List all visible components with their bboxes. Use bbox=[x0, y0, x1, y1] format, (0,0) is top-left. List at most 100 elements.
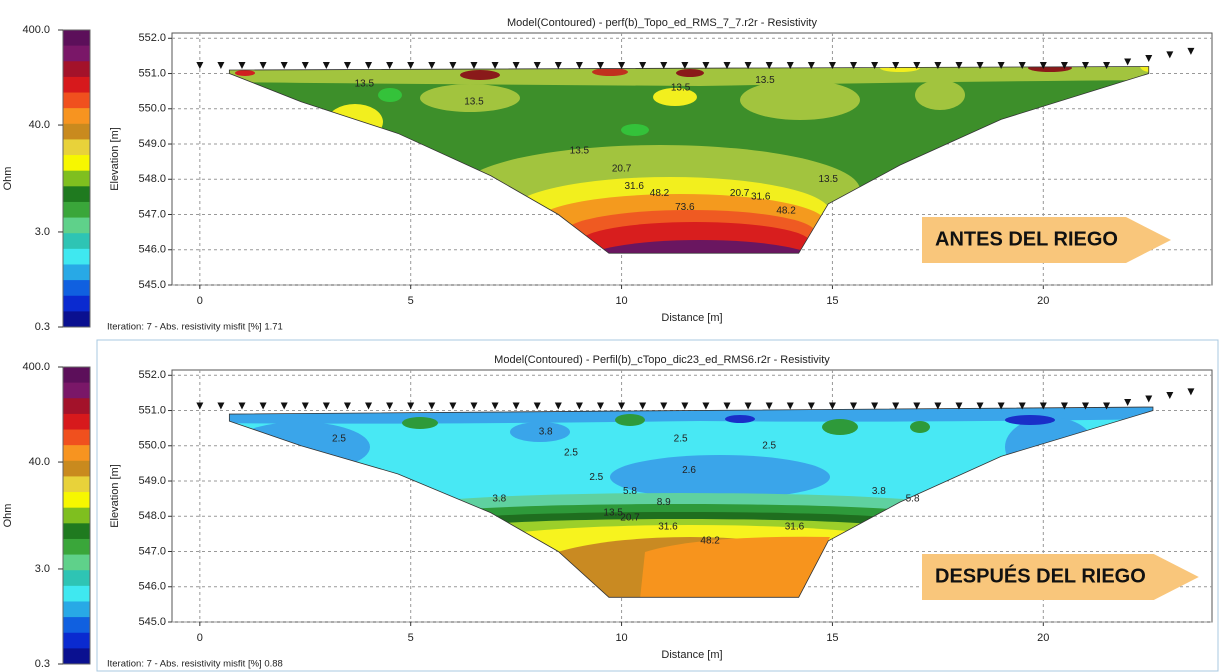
colorbar-tick-label: 40.0 bbox=[29, 119, 50, 131]
electrode bbox=[618, 402, 626, 410]
contour-label: 20.7 bbox=[612, 163, 632, 174]
color-swatch bbox=[63, 570, 90, 587]
y-tick-label: 547.0 bbox=[138, 208, 166, 220]
electrode bbox=[807, 402, 815, 410]
x-tick-label: 5 bbox=[408, 632, 414, 644]
x-axis-title: Distance [m] bbox=[661, 649, 722, 661]
x-tick-label: 10 bbox=[615, 632, 627, 644]
electrode bbox=[639, 62, 647, 70]
y-tick-label: 545.0 bbox=[138, 279, 166, 291]
electrode bbox=[1103, 402, 1111, 410]
y-tick-label: 551.0 bbox=[138, 404, 166, 416]
color-swatch bbox=[63, 398, 90, 415]
panel-border bbox=[96, 339, 1219, 672]
contour-label: 2.5 bbox=[762, 440, 776, 451]
electrode bbox=[407, 402, 415, 410]
y-tick-label: 551.0 bbox=[138, 67, 166, 79]
y-tick-label: 549.0 bbox=[138, 138, 166, 150]
electrode bbox=[786, 62, 794, 70]
electrode bbox=[343, 402, 351, 410]
contour-label: 2.5 bbox=[332, 433, 346, 444]
contour-label: 2.5 bbox=[674, 433, 688, 444]
electrode bbox=[428, 402, 436, 410]
electrode bbox=[744, 402, 752, 410]
color-swatch bbox=[63, 367, 90, 384]
y-tick-label: 545.0 bbox=[138, 616, 166, 628]
electrode bbox=[934, 402, 942, 410]
color-swatch bbox=[63, 445, 90, 462]
x-tick-label: 20 bbox=[1037, 295, 1049, 307]
electrode bbox=[681, 402, 689, 410]
x-tick-label: 15 bbox=[826, 632, 838, 644]
color-swatch bbox=[63, 186, 90, 203]
electrode bbox=[596, 402, 604, 410]
electrode bbox=[955, 62, 963, 70]
y-tick-label: 546.0 bbox=[138, 244, 166, 256]
color-swatch bbox=[63, 30, 90, 47]
electrode bbox=[280, 402, 288, 410]
contour-label: 5.8 bbox=[906, 493, 920, 504]
color-swatch bbox=[63, 264, 90, 281]
electrode bbox=[449, 62, 457, 70]
electrode bbox=[1060, 402, 1068, 410]
contour-label: 13.5 bbox=[818, 174, 838, 185]
electrode bbox=[470, 402, 478, 410]
electrode bbox=[1060, 62, 1068, 70]
contour-label: 13.5 bbox=[570, 146, 590, 157]
electrode bbox=[744, 62, 752, 70]
electrode bbox=[1018, 402, 1026, 410]
color-swatch bbox=[63, 585, 90, 602]
electrode bbox=[871, 62, 879, 70]
color-swatch bbox=[63, 61, 90, 78]
colorbar-tick-label: 400.0 bbox=[22, 24, 50, 36]
electrode bbox=[512, 402, 520, 410]
electrode bbox=[913, 62, 921, 70]
electrode bbox=[259, 402, 267, 410]
x-axis-title: Distance [m] bbox=[661, 312, 722, 324]
color-swatch bbox=[63, 280, 90, 297]
contour-label: 13.5 bbox=[671, 82, 691, 93]
chart-title: Model(Contoured) - Perfil(b)_cTopo_dic23… bbox=[494, 354, 830, 366]
electrode bbox=[1187, 388, 1195, 396]
y-tick-label: 552.0 bbox=[138, 369, 166, 381]
electrode bbox=[660, 62, 668, 70]
color-swatch bbox=[63, 429, 90, 446]
color-swatch bbox=[63, 460, 90, 477]
contour-label: 8.9 bbox=[657, 497, 671, 508]
electrode bbox=[575, 62, 583, 70]
electrode bbox=[1018, 62, 1026, 70]
electrode bbox=[1081, 402, 1089, 410]
color-swatch bbox=[63, 217, 90, 234]
contour-label: 2.5 bbox=[589, 472, 603, 483]
electrode bbox=[1039, 62, 1047, 70]
electrode bbox=[343, 62, 351, 70]
electrode bbox=[196, 62, 204, 70]
contour-label: 13.5 bbox=[603, 507, 623, 518]
electrode bbox=[596, 62, 604, 70]
colorbar-frame bbox=[62, 29, 91, 328]
electrode bbox=[723, 62, 731, 70]
electrode bbox=[259, 62, 267, 70]
y-axis-title: Elevation [m] bbox=[109, 464, 121, 528]
contour-label: 48.2 bbox=[700, 536, 720, 547]
contour-label: 2.6 bbox=[682, 465, 696, 476]
electrode bbox=[955, 402, 963, 410]
contour-label: 20.7 bbox=[620, 513, 640, 524]
electrode bbox=[365, 62, 373, 70]
electrode bbox=[301, 402, 309, 410]
electrode bbox=[470, 62, 478, 70]
electrode bbox=[512, 62, 520, 70]
contour-label: 3.8 bbox=[872, 486, 886, 497]
colorbar-frame bbox=[62, 366, 91, 665]
electrode bbox=[1166, 51, 1174, 59]
electrode bbox=[1187, 47, 1195, 55]
electrode bbox=[554, 402, 562, 410]
contour-label: 31.6 bbox=[751, 192, 771, 203]
color-swatch bbox=[63, 139, 90, 156]
electrode bbox=[491, 62, 499, 70]
color-swatch bbox=[63, 201, 90, 219]
x-tick-label: 10 bbox=[615, 295, 627, 307]
electrode bbox=[976, 402, 984, 410]
color-swatch bbox=[63, 523, 90, 540]
